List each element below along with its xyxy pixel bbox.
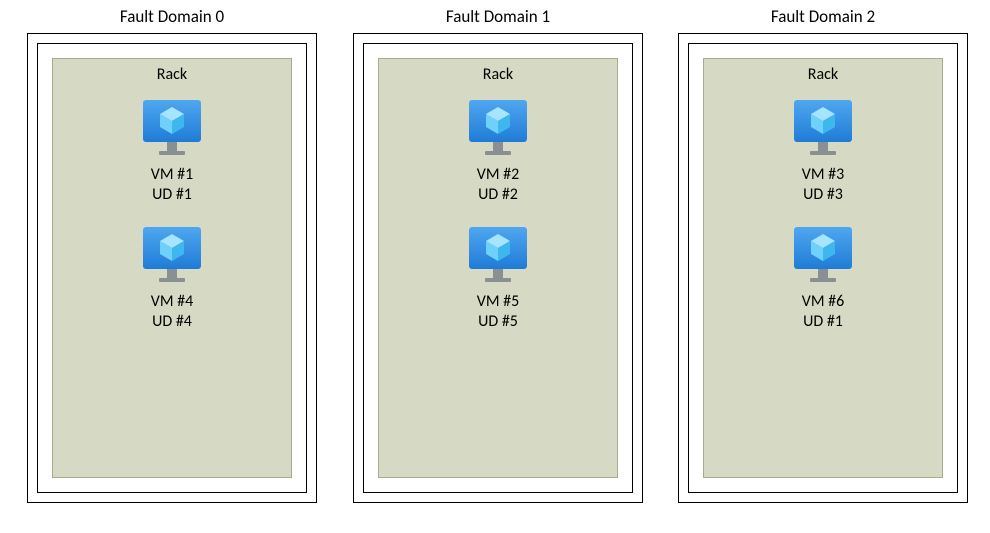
fault-domain-title: Fault Domain 1 (353, 6, 643, 27)
fault-domain-title: Fault Domain 0 (27, 6, 317, 27)
vm-icon-svg (467, 225, 529, 283)
vm-icon-svg (792, 98, 854, 156)
rack-label: Rack (704, 65, 942, 84)
update-domain-label: UD #4 (53, 312, 291, 332)
vm-monitor-icon (792, 98, 854, 161)
vm-labels: VM #1UD #1 (53, 165, 291, 205)
inner-box: Rack VM #3UD #3 (688, 43, 958, 493)
vm-monitor-icon (467, 98, 529, 161)
vm-block: VM #3UD #3 (704, 98, 942, 205)
vm-block: VM #1UD #1 (53, 98, 291, 205)
inner-box: Rack VM #2UD #2 (363, 43, 633, 493)
vm-number-label: VM #5 (379, 292, 617, 312)
vm-number-label: VM #2 (379, 165, 617, 185)
update-domain-label: UD #1 (53, 185, 291, 205)
vm-block: VM #6UD #1 (704, 225, 942, 332)
vm-block: VM #4UD #4 (53, 225, 291, 332)
update-domain-label: UD #2 (379, 185, 617, 205)
vm-block: VM #5UD #5 (379, 225, 617, 332)
vm-monitor-icon (792, 225, 854, 288)
inner-box: Rack VM #1UD #1 (37, 43, 307, 493)
vm-icon-svg (141, 98, 203, 156)
fault-domain: Fault Domain 1 Rack VM #2UD #2 (353, 6, 643, 503)
vm-monitor-icon (141, 98, 203, 161)
fault-domain: Fault Domain 2 Rack VM #3UD #3 (678, 6, 968, 503)
fault-domain-title: Fault Domain 2 (678, 6, 968, 27)
vm-number-label: VM #3 (704, 165, 942, 185)
outer-box: Rack VM #1UD #1 (27, 33, 317, 503)
update-domain-label: UD #1 (704, 312, 942, 332)
vm-monitor-icon (141, 225, 203, 288)
outer-box: Rack VM #2UD #2 (353, 33, 643, 503)
rack: Rack VM #3UD #3 (703, 58, 943, 478)
vm-labels: VM #6UD #1 (704, 292, 942, 332)
rack-label: Rack (379, 65, 617, 84)
vm-monitor-icon (467, 225, 529, 288)
rack: Rack VM #2UD #2 (378, 58, 618, 478)
update-domain-label: UD #5 (379, 312, 617, 332)
vm-block: VM #2UD #2 (379, 98, 617, 205)
vm-labels: VM #3UD #3 (704, 165, 942, 205)
rack: Rack VM #1UD #1 (52, 58, 292, 478)
fault-domain: Fault Domain 0 Rack VM #1UD #1 (27, 6, 317, 503)
vm-icon-svg (467, 98, 529, 156)
vm-labels: VM #4UD #4 (53, 292, 291, 332)
vm-number-label: VM #1 (53, 165, 291, 185)
vm-number-label: VM #4 (53, 292, 291, 312)
vm-number-label: VM #6 (704, 292, 942, 312)
rack-label: Rack (53, 65, 291, 84)
vm-icon-svg (141, 225, 203, 283)
vm-icon-svg (792, 225, 854, 283)
vm-labels: VM #2UD #2 (379, 165, 617, 205)
update-domain-label: UD #3 (704, 185, 942, 205)
outer-box: Rack VM #3UD #3 (678, 33, 968, 503)
vm-labels: VM #5UD #5 (379, 292, 617, 332)
